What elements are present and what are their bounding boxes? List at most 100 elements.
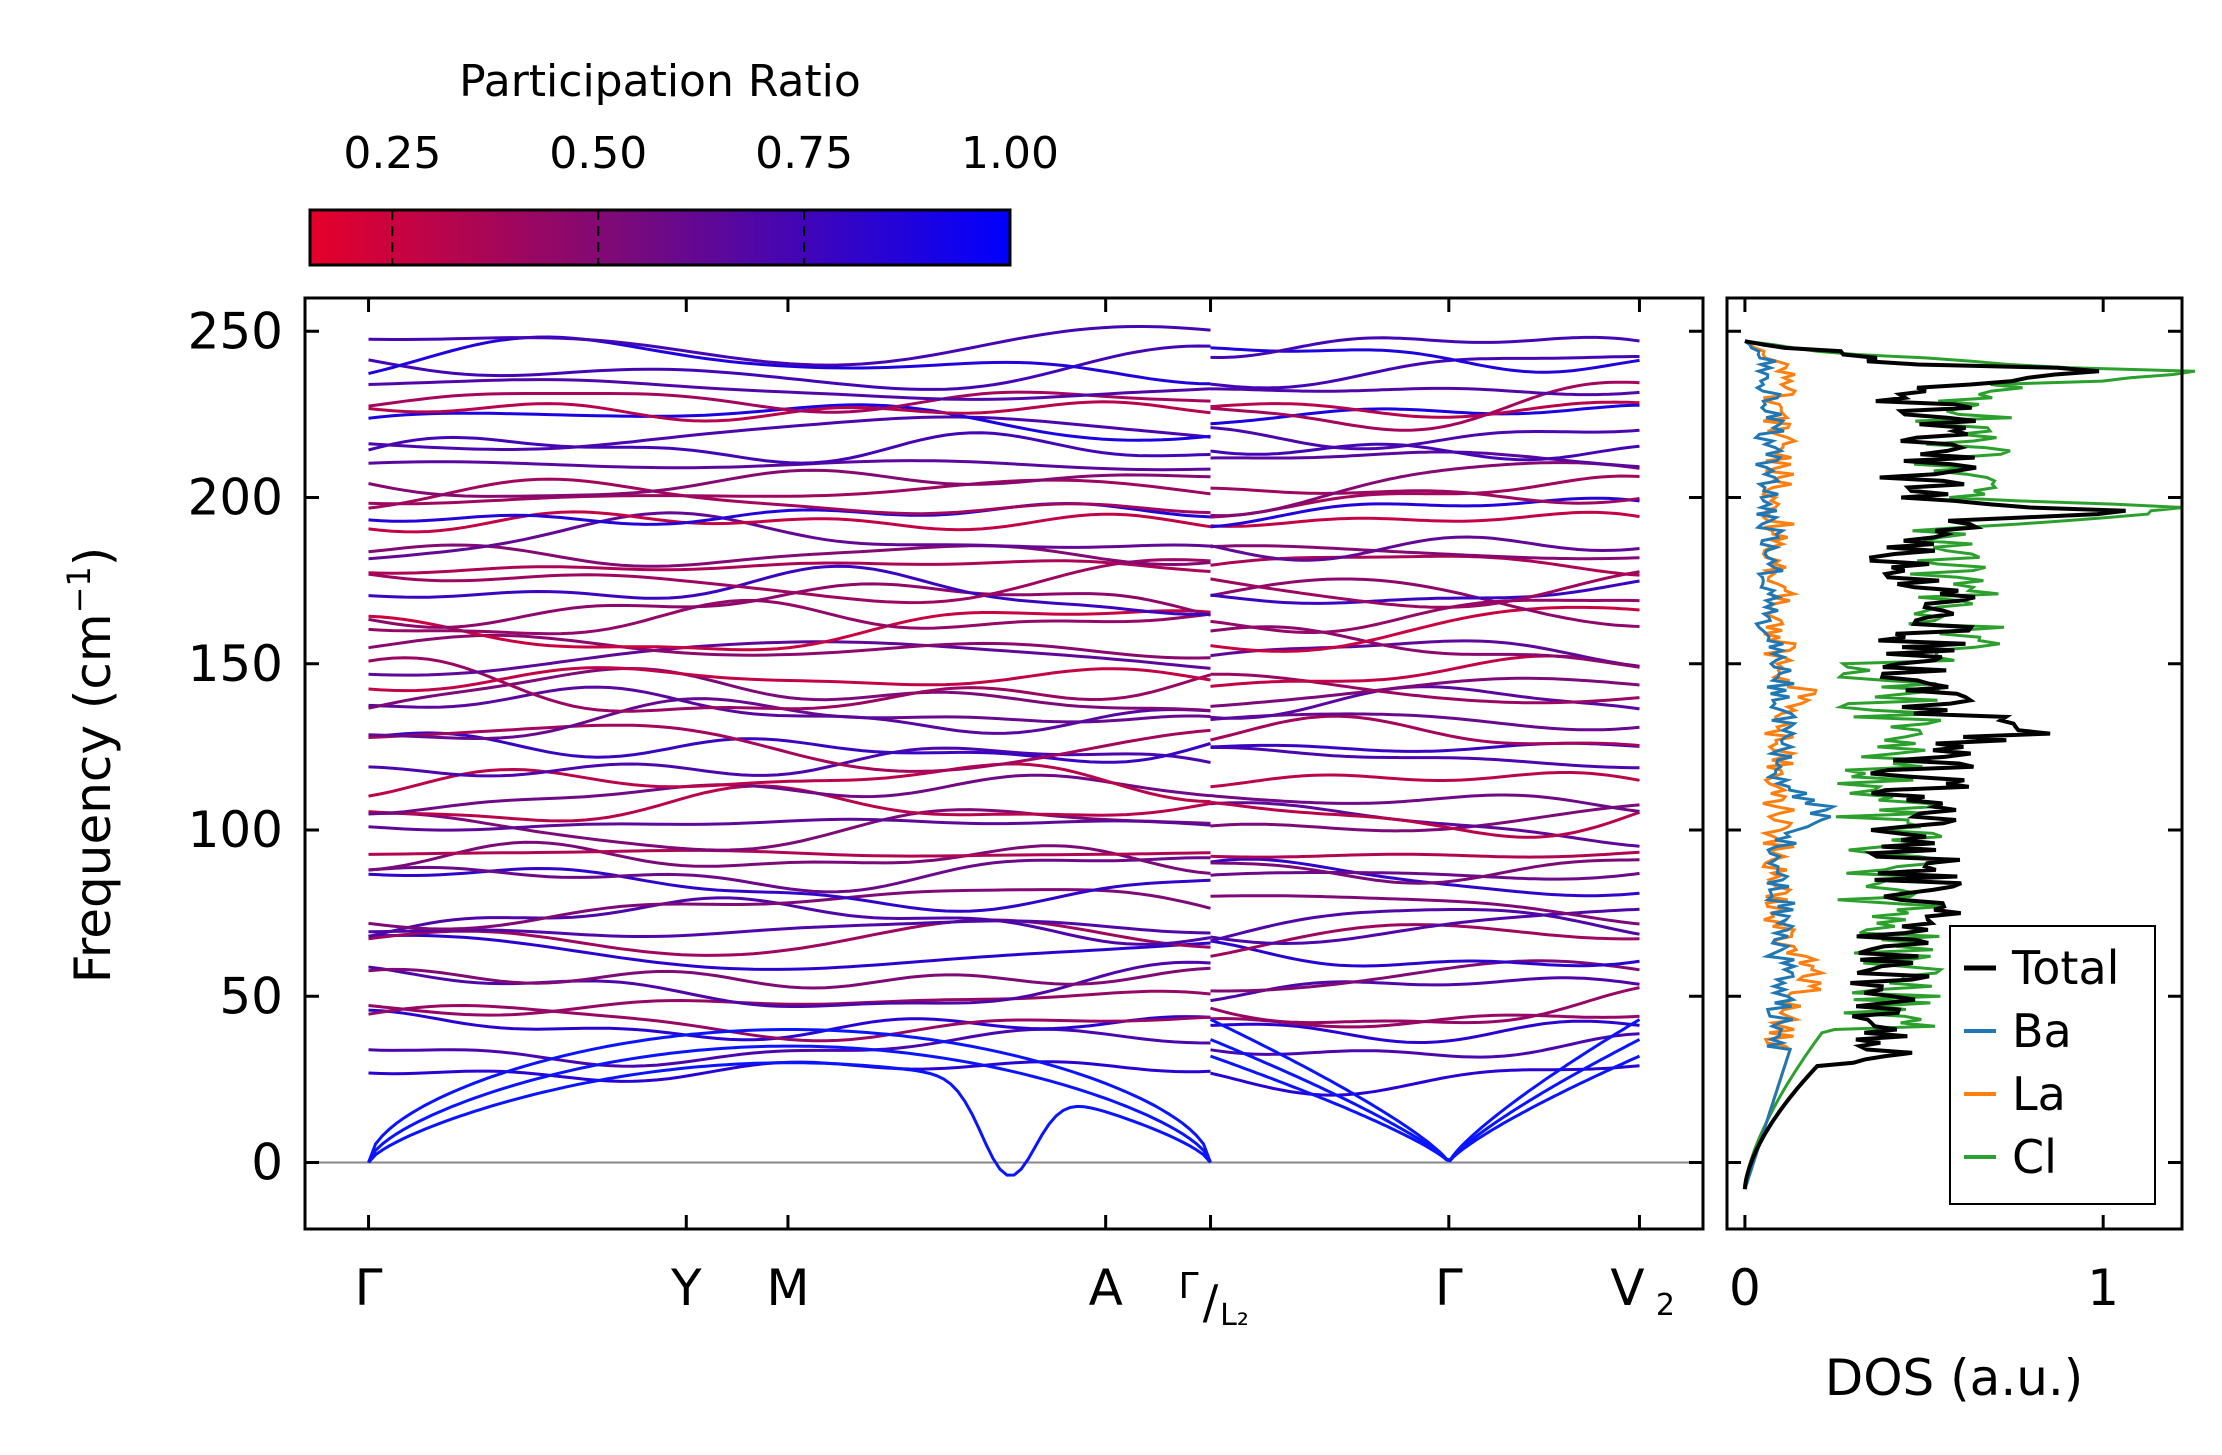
qpoint-label: Y (670, 1259, 702, 1317)
phonon-band-1-right (1210, 1032, 1640, 1059)
phonon-band-21-left (368, 746, 1211, 778)
phonon-band-37-right (1210, 544, 1640, 561)
dos-legend: Total Ba La Cl (1949, 925, 2156, 1205)
phonon-band-23-right (1210, 714, 1640, 748)
legend-label-total: Total (2011, 941, 2119, 995)
phonon-band-7-left (368, 933, 1211, 971)
acoustic-branch-right-1 (1209, 1038, 1641, 1163)
phonon-band-9-left (368, 919, 1211, 938)
qpoint-slash: / (1203, 1275, 1219, 1329)
phonon-band-24-left (368, 697, 1211, 741)
phonon-band-20-left (368, 762, 1211, 804)
phonon-band-46-right (1210, 426, 1640, 451)
colorbar-tick-label: 0.25 (343, 128, 441, 179)
phonon-band-3-left (368, 1003, 1211, 1043)
phonon-band-30-right (1210, 625, 1640, 669)
dos-xtick-label: 0 (1729, 1259, 1761, 1317)
phonon-band-53-left (368, 324, 1211, 367)
phonon-band-31-right (1210, 605, 1640, 653)
qpoint-label: A (1089, 1259, 1123, 1317)
phonon-band-48-right (1210, 400, 1640, 419)
phonon-band-28-right (1210, 654, 1640, 688)
acoustic-branch-left-1 (367, 1044, 1212, 1164)
dos-xtick-label: 1 (2087, 1259, 2119, 1317)
acoustic-branch-left-0 (367, 1061, 1212, 1177)
phonon-band-22-left (368, 731, 1211, 764)
phonon-band-2-left (368, 1008, 1211, 1042)
dos-axes-frame (1725, 296, 2184, 1231)
phonon-band-41-right (1210, 474, 1640, 519)
phonon-band-9-right (1210, 908, 1640, 943)
band-y-ticks: 0 50 100 150 200 250 (188, 302, 1703, 1192)
phonon-band-49-right (1210, 380, 1640, 432)
qpoint-label: Γ (355, 1259, 383, 1317)
phonon-band-10-left (368, 896, 1211, 946)
phonon-band-20-right (1210, 771, 1640, 789)
band-ytick-label: 150 (188, 635, 283, 693)
phonon-band-21-right (1210, 745, 1640, 770)
phonon-band-50-left (368, 378, 1211, 401)
phonon-band-14-right (1210, 858, 1640, 885)
phonon-band-4-right (1210, 986, 1640, 1025)
phonon-band-13-right (1210, 871, 1640, 881)
phonon-band-40-right (1210, 496, 1640, 529)
acoustic-branch-right-0 (1209, 1054, 1641, 1163)
band-ytick-label: 100 (188, 801, 283, 859)
phonon-band-51-right (1210, 355, 1640, 390)
qpoint-label: Γ (1435, 1259, 1463, 1317)
phonon-band-38-right (1210, 535, 1640, 562)
phonon-band-41-left (368, 477, 1211, 516)
phonon-band-15-left (368, 848, 1211, 858)
phonon-band-30-left (368, 633, 1211, 660)
colorbar-ticks: 0.25 0.50 0.75 1.00 (343, 128, 1059, 265)
phonon-band-11-right (1210, 894, 1640, 926)
phonon-band-23-left (368, 723, 1211, 773)
phonon-band-46-left (368, 415, 1211, 451)
phonon-band-29-right (1210, 639, 1640, 668)
phonon-band-33-right (1210, 577, 1640, 628)
dos-curve-la (1743, 339, 1828, 1190)
dos-y-ticks (1727, 329, 2182, 1164)
phonon-band-37-left (368, 543, 1211, 568)
phonon-band-12-left (368, 866, 1211, 913)
phonon-band-33-left (368, 582, 1211, 629)
qpoint-sublabel: L₂ (1220, 1298, 1249, 1333)
dos-curve-ba (1743, 339, 1839, 1190)
phonon-band-32-left (368, 599, 1211, 636)
phonon-band-2-right (1210, 1019, 1640, 1044)
phonon-band-18-right (1210, 800, 1641, 839)
qpoint-label: Γ (1178, 1266, 1198, 1307)
phonon-band-0-left (368, 1060, 1211, 1083)
phonon-band-43-left (368, 468, 1211, 498)
phonon-band-42-left (368, 478, 1211, 506)
phonon-band-43-right (1210, 461, 1640, 518)
phonon-band-8-left (368, 918, 1211, 957)
legend-label-cl: Cl (2012, 1130, 2057, 1184)
colorbar: Participation Ratio 0.25 0.50 0.75 1.00 (308, 56, 1059, 267)
band-ytick-label: 0 (251, 1134, 283, 1192)
dos-curves (1742, 339, 2196, 1190)
phonon-band-53-right (1210, 335, 1640, 359)
phonon-band-11-left (368, 888, 1211, 931)
phonon-band-39-left (368, 510, 1211, 534)
phonon-band-34-left (368, 564, 1211, 617)
phonon-band-8-right (1210, 923, 1640, 958)
phonon-band-25-left (368, 685, 1211, 735)
phonon-bands (305, 324, 1703, 1177)
qpoint-sublabel: 2 (1656, 1288, 1675, 1323)
phonon-band-15-right (1210, 850, 1640, 859)
dos-x-axis-title: DOS (a.u.) (1825, 1349, 2084, 1407)
phonon-band-48-left (368, 400, 1211, 423)
phonon-band-45-right (1210, 442, 1640, 462)
phonon-band-44-left (368, 459, 1211, 472)
phonon-band-5-right (1210, 976, 1640, 1003)
colorbar-tick-label: 0.75 (755, 128, 853, 179)
band-ytick-label: 250 (188, 302, 283, 360)
colorbar-tick-label: 1.00 (961, 128, 1059, 179)
phonon-band-26-right (1210, 676, 1640, 708)
phonon-band-18-left (368, 784, 1211, 823)
legend-label-la: La (2012, 1067, 2066, 1121)
